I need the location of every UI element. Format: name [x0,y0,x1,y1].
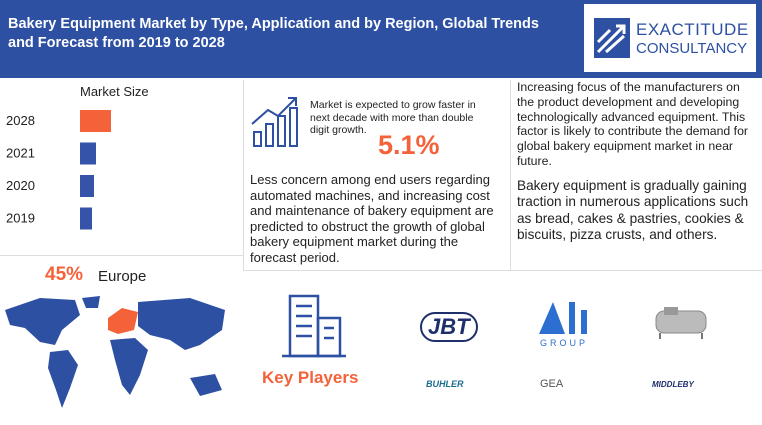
key-players-title: Key Players [262,368,359,387]
world-map [5,296,225,408]
title: Bakery Equipment Market by Type, Applica… [8,16,539,51]
logo-buhler: BUHLER [426,379,464,389]
logo-tagline: CONSULTANCY [636,40,748,57]
bar [80,207,92,230]
logo-ali-mark [539,302,587,334]
region-name: Europe [98,268,147,285]
bar-label: 2028 [6,113,35,128]
divider [510,80,511,270]
bar-label: 2020 [6,178,35,193]
bar-label: 2019 [6,211,35,226]
logo-ali-text: GROUP [540,338,589,348]
region-share: 45% [45,264,84,285]
bar [80,110,111,132]
market-size-chart: 2028 2021 2020 2019 [6,110,111,230]
growth-text: Market is expected to grow faster in nex… [310,99,476,137]
logo-middleby: MIDDLEBY [652,380,694,389]
restraint-text: Less concern among end users regarding a… [250,172,494,265]
divider [243,270,762,271]
divider [0,255,243,256]
bar-label: 2021 [6,146,35,161]
logo-icon [594,18,630,58]
divider [243,80,244,270]
cagr: 5.1% [378,130,440,160]
chart-title: Market Size [80,84,149,99]
logo-jbt: JBT [420,312,478,342]
logo-name: EXACTITUDE [636,20,749,39]
logo-gea: GEA [540,378,564,390]
opportunity-text: Bakery equipment is gradually gaining tr… [517,178,749,242]
machine-image [655,307,707,339]
drivers-text: Increasing focus of the manufacturers on… [517,80,749,168]
growth-icon [251,97,298,147]
logo-box: EXACTITUDE CONSULTANCY [584,4,756,72]
key-players-icon [282,294,346,358]
bar [80,175,94,197]
bar [80,142,96,165]
